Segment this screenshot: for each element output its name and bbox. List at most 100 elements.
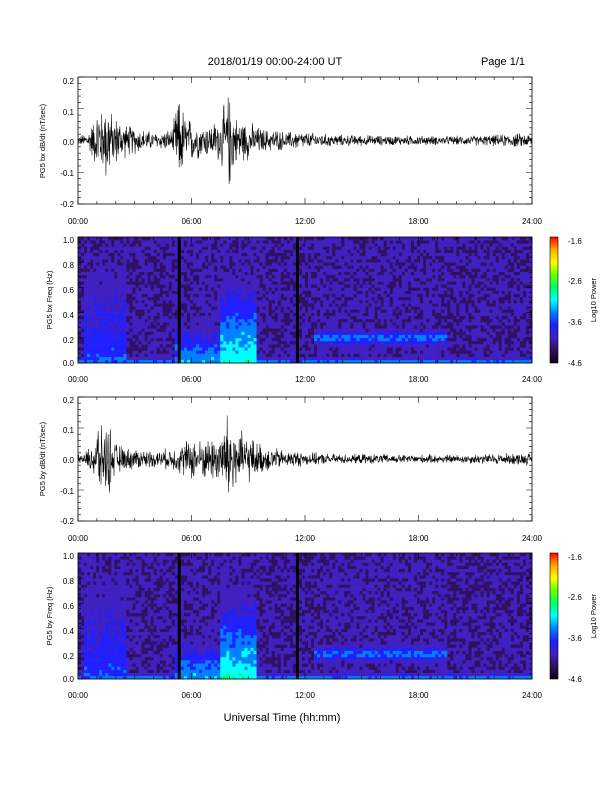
heatmap-cell bbox=[347, 284, 351, 288]
heatmap-cell bbox=[180, 240, 185, 244]
heatmap-cell bbox=[126, 284, 130, 288]
heatmap-cell bbox=[317, 312, 321, 317]
heatmap-cell bbox=[438, 306, 442, 310]
heatmap-cell bbox=[308, 322, 312, 326]
heatmap-cell bbox=[129, 331, 133, 335]
heatmap-cell bbox=[217, 322, 221, 326]
heatmap-cell bbox=[283, 240, 288, 244]
heatmap-cell bbox=[453, 312, 457, 317]
heatmap-cell bbox=[111, 237, 115, 241]
heatmap-cell bbox=[90, 237, 94, 241]
heatmap-cell bbox=[96, 306, 100, 310]
heatmap-cell bbox=[326, 350, 330, 354]
heatmap-cell bbox=[141, 259, 145, 263]
heatmap-cell bbox=[450, 296, 454, 301]
heatmap-cell bbox=[135, 237, 139, 241]
heatmap-cell bbox=[441, 271, 445, 276]
heatmap-cell bbox=[301, 350, 306, 354]
heatmap-cell bbox=[123, 271, 127, 276]
heatmap-cell bbox=[347, 277, 351, 282]
heatmap-cell bbox=[129, 274, 133, 279]
heatmap-cell bbox=[323, 306, 327, 310]
heatmap-cell bbox=[256, 312, 260, 317]
heatmap-cell bbox=[320, 340, 324, 345]
heatmap-cell bbox=[189, 353, 194, 357]
heatmap-cell bbox=[135, 300, 139, 304]
heatmap-cell bbox=[423, 322, 427, 326]
heatmap-cell bbox=[389, 334, 394, 339]
heatmap-cell bbox=[174, 337, 179, 342]
heatmap-cell bbox=[317, 334, 321, 339]
heatmap-cell bbox=[214, 337, 218, 342]
heatmap-cell bbox=[371, 315, 375, 320]
heatmap-cell bbox=[323, 300, 327, 304]
heatmap-cell bbox=[180, 277, 185, 282]
heatmap-cell bbox=[332, 265, 336, 269]
heatmap-cell bbox=[423, 347, 427, 351]
heatmap-cell bbox=[247, 249, 251, 254]
heatmap-cell bbox=[265, 240, 269, 244]
heatmap-cell bbox=[350, 259, 354, 263]
heatmap-cell bbox=[217, 356, 221, 361]
heatmap-cell bbox=[453, 347, 457, 351]
heatmap-cell bbox=[123, 303, 127, 307]
heatmap-cell bbox=[332, 309, 336, 313]
heatmap-cell bbox=[165, 300, 170, 304]
heatmap-cell bbox=[453, 337, 457, 342]
heatmap-cell bbox=[96, 340, 100, 345]
heatmap-cell bbox=[186, 331, 191, 335]
heatmap-cell bbox=[371, 243, 375, 247]
heatmap-cell bbox=[344, 296, 348, 301]
heatmap-cell bbox=[223, 350, 227, 354]
heatmap-cell bbox=[374, 243, 378, 247]
heatmap-cell bbox=[193, 356, 197, 361]
heatmap-cell bbox=[410, 328, 415, 332]
heatmap-cell bbox=[298, 306, 303, 310]
heatmap-cell bbox=[435, 356, 439, 361]
heatmap-cell bbox=[96, 287, 100, 291]
heatmap-cell bbox=[144, 290, 148, 294]
heatmap-cell bbox=[123, 328, 127, 332]
heatmap-cell bbox=[84, 262, 88, 266]
heatmap-cell bbox=[93, 243, 97, 247]
heatmap-cell bbox=[244, 331, 248, 335]
heatmap-cell bbox=[168, 315, 173, 320]
heatmap-cell bbox=[280, 347, 285, 351]
heatmap-cell bbox=[359, 359, 363, 364]
heatmap-cell bbox=[256, 293, 260, 298]
heatmap-cell bbox=[389, 252, 394, 257]
heatmap-cell bbox=[138, 268, 142, 272]
heatmap-cell bbox=[153, 243, 157, 247]
heatmap-cell bbox=[168, 337, 173, 342]
heatmap-cell bbox=[229, 312, 233, 317]
heatmap-cell bbox=[344, 312, 348, 317]
heatmap-cell bbox=[199, 240, 203, 244]
heatmap-cell bbox=[229, 340, 233, 345]
heatmap-cell bbox=[347, 325, 351, 329]
heatmap-cell bbox=[256, 243, 260, 247]
heatmap-cell bbox=[374, 337, 378, 342]
heatmap-cell bbox=[262, 243, 266, 247]
heatmap-cell bbox=[353, 356, 357, 361]
heatmap-cell bbox=[147, 240, 151, 244]
heatmap-cell bbox=[341, 255, 345, 260]
heatmap-cell bbox=[341, 281, 345, 285]
heatmap-cell bbox=[401, 249, 406, 254]
heatmap-cell bbox=[377, 325, 381, 329]
heatmap-cell bbox=[147, 246, 151, 250]
heatmap-cell bbox=[323, 290, 327, 294]
heatmap-cell bbox=[323, 252, 327, 257]
heatmap-cell bbox=[271, 265, 276, 269]
heatmap-cell bbox=[214, 287, 218, 291]
heatmap-cell bbox=[277, 331, 282, 335]
heatmap-cell bbox=[441, 322, 445, 326]
heatmap-cell bbox=[217, 271, 221, 276]
heatmap-cell bbox=[78, 284, 82, 288]
heatmap-cell bbox=[386, 293, 391, 298]
heatmap-cell bbox=[220, 315, 224, 320]
heatmap-cell bbox=[262, 281, 266, 285]
heatmap-cell bbox=[410, 344, 415, 348]
heatmap-cell bbox=[280, 306, 285, 310]
heatmap-cell bbox=[362, 340, 366, 345]
heatmap-cell bbox=[235, 322, 239, 326]
